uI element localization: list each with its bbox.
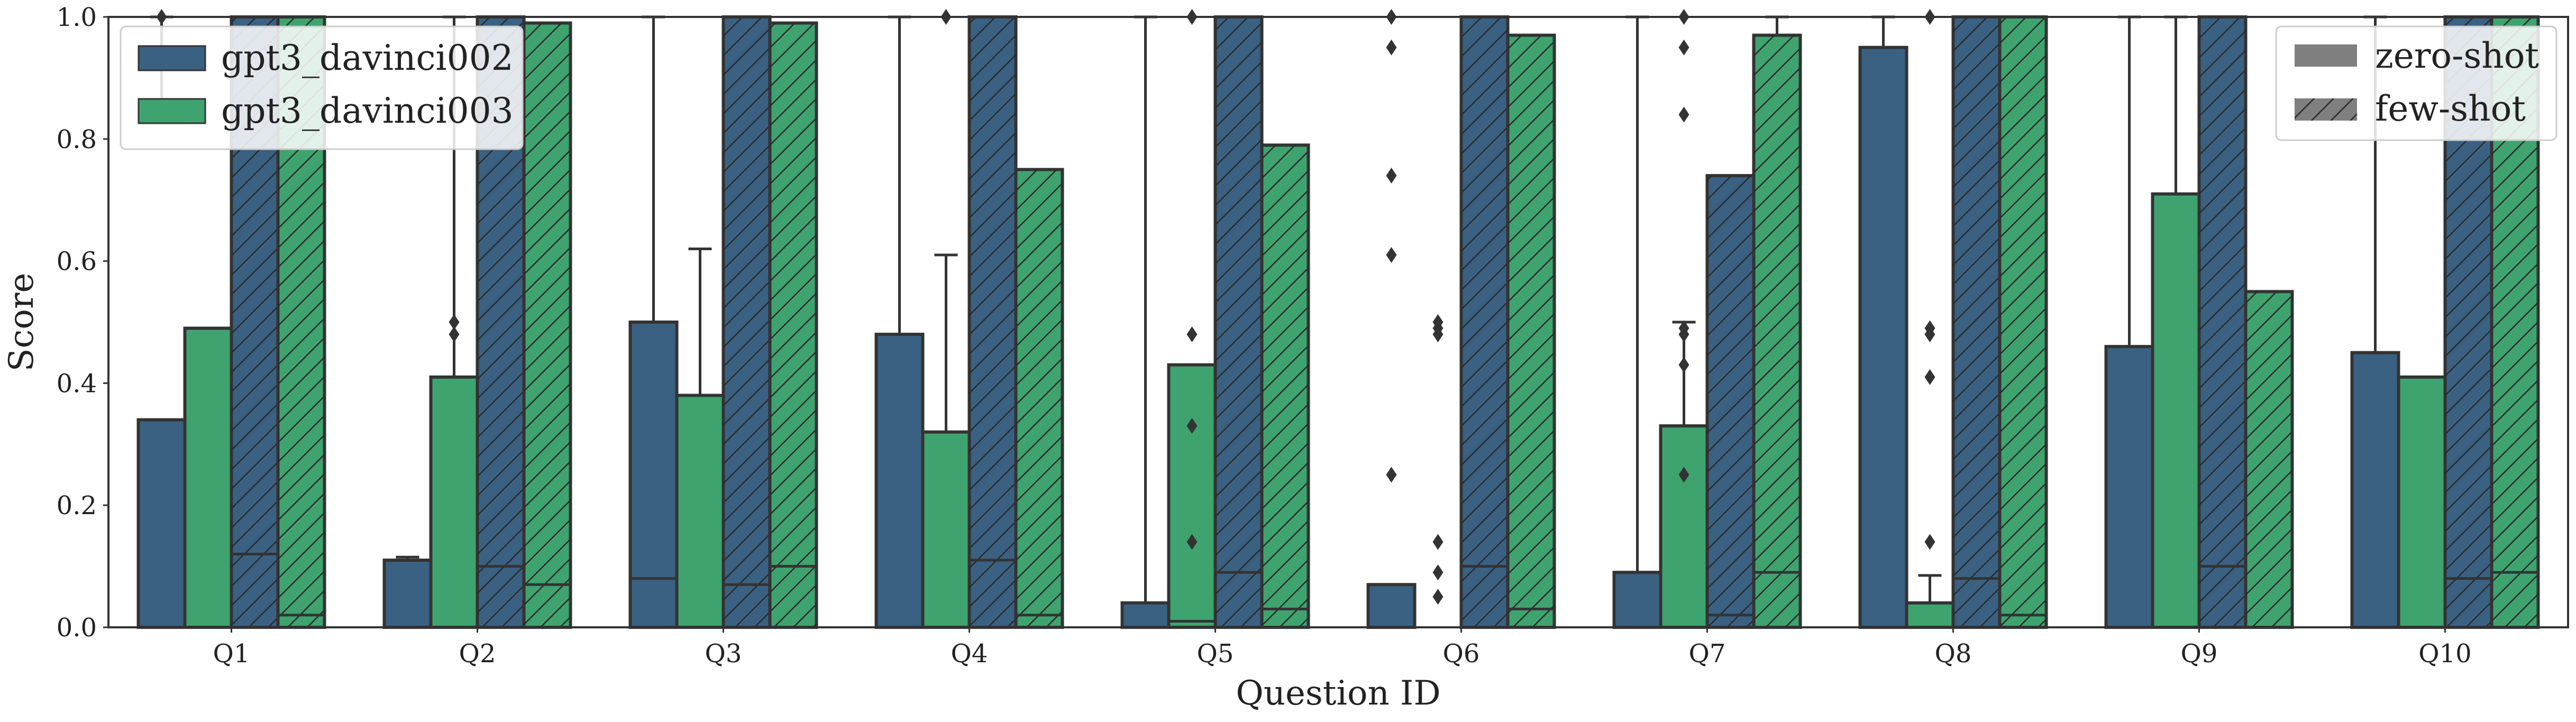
- x-tick-label: Q6: [1443, 639, 1480, 669]
- bar-zero-shot-gpt3_davinci003-Q5: [1169, 365, 1216, 627]
- x-axis-label: Question ID: [1236, 674, 1440, 713]
- bar-zero-shot-gpt3_davinci002-Q5: [1122, 603, 1169, 627]
- legend-label-davinci002: gpt3_davinci002: [221, 38, 514, 78]
- bar-zero-shot-gpt3_davinci003-Q3: [677, 395, 724, 627]
- bar-hatch: [2199, 17, 2246, 627]
- bar-zero-shot-gpt3_davinci002-Q9: [2106, 346, 2153, 627]
- outlier-point: [1386, 247, 1397, 263]
- question-group-Q9: [2106, 17, 2292, 627]
- question-group-Q5: [1122, 9, 1309, 627]
- legend-label-zero-shot: zero-shot: [2375, 35, 2539, 76]
- bar-zero-shot-gpt3_davinci003-Q2: [431, 377, 478, 627]
- outlier-point: [1433, 589, 1444, 605]
- y-tick-label: 0.2: [57, 491, 97, 520]
- bar-hatch: [1953, 17, 2000, 627]
- bar-hatch: [724, 17, 770, 627]
- y-tick-label: 0.8: [57, 125, 97, 154]
- bar-hatch: [1216, 17, 1262, 627]
- bar-hatch: [1508, 35, 1555, 627]
- y-tick-label: 0.6: [57, 247, 97, 277]
- legend-swatch-davinci003: [139, 99, 205, 123]
- bar-zero-shot-gpt3_davinci002-Q10: [2352, 353, 2399, 627]
- bar-hatch: [1016, 170, 1063, 628]
- outlier-point: [1433, 564, 1444, 580]
- bar-zero-shot-gpt3_davinci002-Q4: [876, 334, 923, 627]
- bar-zero-shot-gpt3_davinci002-Q1: [139, 420, 185, 627]
- bar-zero-shot-gpt3_davinci003-Q7: [1661, 426, 1707, 627]
- question-group-Q8: [1860, 9, 2047, 627]
- x-tick-label: Q5: [1197, 639, 1234, 669]
- legend-swatch-davinci002: [139, 46, 205, 70]
- x-tick-label: Q2: [459, 639, 496, 669]
- outlier-point: [1433, 534, 1444, 550]
- legend-swatch-few-shot-hatch: [2295, 98, 2357, 121]
- bar-zero-shot-gpt3_davinci002-Q8: [1860, 48, 1907, 627]
- bar-hatch: [2246, 291, 2292, 627]
- x-tick-label: Q7: [1689, 639, 1726, 669]
- x-tick-label: Q10: [2418, 639, 2471, 669]
- outlier-point: [1925, 534, 1935, 550]
- bar-hatch: [2000, 17, 2047, 627]
- y-axis-label: Score: [2, 273, 41, 372]
- x-tick-label: Q3: [705, 639, 742, 669]
- bar-hatch: [1754, 35, 1801, 627]
- outlier-point: [1679, 40, 1689, 56]
- bar-zero-shot-gpt3_davinci002-Q7: [1614, 572, 1661, 627]
- x-tick-label: Q1: [213, 639, 250, 669]
- bar-zero-shot-gpt3_davinci003-Q8: [1907, 603, 1953, 627]
- question-group-Q6: [1368, 9, 1555, 627]
- legend-models: gpt3_davinci002 gpt3_davinci003: [121, 26, 523, 149]
- legend-label-davinci003: gpt3_davinci003: [221, 90, 514, 131]
- bar-hatch: [970, 17, 1016, 627]
- bar-zero-shot-gpt3_davinci002-Q3: [631, 322, 677, 627]
- x-tick-label: Q4: [951, 639, 988, 669]
- x-axis: Q1 Q2 Q3 Q4 Q5 Q6 Q7 Q8 Q9 Q10: [213, 627, 2472, 669]
- outlier-point: [1386, 168, 1397, 184]
- y-tick-label: 0.4: [57, 369, 97, 398]
- outlier-point: [1187, 326, 1198, 342]
- outlier-point: [1925, 369, 1935, 385]
- legend-label-few-shot: few-shot: [2375, 88, 2526, 129]
- outlier-point: [1386, 40, 1397, 56]
- outlier-point: [1679, 357, 1689, 373]
- legend-conditions: zero-shot few-shot: [2276, 26, 2556, 140]
- outlier-point: [1679, 107, 1689, 123]
- x-tick-label: Q8: [1935, 639, 1972, 669]
- bar-zero-shot-gpt3_davinci002-Q2: [385, 560, 431, 627]
- bar-hatch: [770, 23, 817, 627]
- y-tick-label: 1.0: [57, 3, 97, 32]
- question-group-Q4: [876, 9, 1063, 627]
- bar-hatch: [1262, 145, 1309, 627]
- y-tick-label: 0.0: [57, 613, 97, 643]
- bar-zero-shot-gpt3_davinci003-Q9: [2153, 194, 2199, 627]
- question-group-Q3: [631, 17, 817, 627]
- bar-hatch: [524, 23, 571, 627]
- bar-zero-shot-gpt3_davinci003-Q1: [185, 328, 232, 627]
- bar-zero-shot-gpt3_davinci002-Q6: [1368, 584, 1415, 627]
- legend-swatch-zero-shot: [2295, 44, 2357, 67]
- outlier-point: [449, 314, 460, 330]
- bar-zero-shot-gpt3_davinci003-Q4: [923, 432, 970, 627]
- bar-hatch: [1707, 176, 1754, 627]
- x-tick-label: Q9: [2181, 639, 2218, 669]
- outlier-point: [1386, 467, 1397, 483]
- y-axis: 0.0 0.2 0.4 0.6 0.8 1.0: [57, 3, 108, 643]
- bar-zero-shot-gpt3_davinci003-Q10: [2399, 377, 2445, 627]
- question-group-Q7: [1614, 9, 1801, 627]
- bar-hatch: [1461, 17, 1508, 627]
